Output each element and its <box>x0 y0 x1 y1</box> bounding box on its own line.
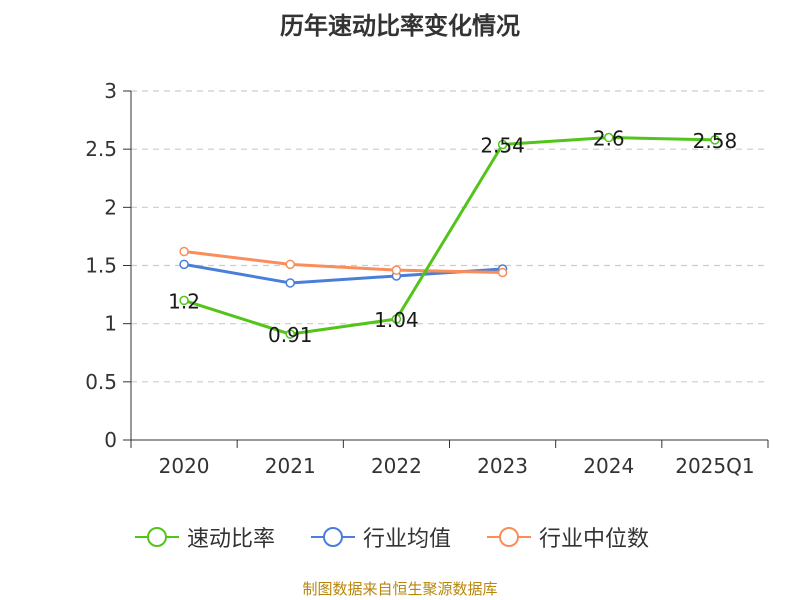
y-tick-label: 0.5 <box>85 370 117 394</box>
legend-line-marker-icon <box>135 527 179 547</box>
data-point <box>710 135 720 145</box>
data-label: 2.58 <box>693 129 738 153</box>
data-label: 1.2 <box>168 289 200 313</box>
y-tick-label: 1 <box>104 312 117 336</box>
data-label: 2.54 <box>480 134 525 158</box>
legend-line-marker-icon <box>487 527 531 547</box>
x-tick-label: 2021 <box>265 454 316 478</box>
data-point <box>497 139 508 150</box>
legend-label: 行业均值 <box>363 527 452 552</box>
legend-line-marker-icon <box>311 527 355 547</box>
legend-label: 行业中位数 <box>539 527 650 552</box>
data-point <box>391 265 402 275</box>
legend-item-industry-median[interactable]: 行业中位数 <box>487 522 649 552</box>
data-point <box>179 295 189 306</box>
x-tick-label: 2025Q1 <box>675 454 754 478</box>
grid-lines <box>131 90 768 383</box>
legend-item-industry-mean[interactable]: 行业均值 <box>311 522 451 552</box>
data-point <box>497 267 508 278</box>
data-point <box>285 278 295 288</box>
chart-title: 历年速动比率变化情况 <box>280 12 520 40</box>
data-point <box>179 246 189 257</box>
data-label: 2.6 <box>593 127 625 151</box>
x-tick-label: 2020 <box>159 454 210 478</box>
legend: 速动比率 行业均值 行业中位数 <box>0 522 800 552</box>
y-tick-label: 1.5 <box>85 254 117 278</box>
data-labels: 1.2 0.91 1.04 2.54 2.6 2.58 <box>168 127 737 348</box>
axes: 0 0.5 1 1.5 2 2.5 3 2020 2021 2022 2023 2024 2025Q1 <box>85 79 769 478</box>
y-tick-label: 2.5 <box>85 137 117 161</box>
source-note: 制图数据来自恒生聚源数据库 <box>302 580 498 598</box>
y-tick-label: 0 <box>104 428 117 452</box>
legend-item-quick-ratio[interactable]: 速动比率 <box>135 522 275 552</box>
data-point <box>391 314 402 324</box>
data-point <box>179 259 189 270</box>
data-label: 1.04 <box>374 308 419 332</box>
x-tick-label: 2023 <box>477 454 528 478</box>
series-line <box>183 250 503 274</box>
data-point <box>285 329 295 339</box>
series-line <box>183 136 715 336</box>
data-label: 0.91 <box>268 323 313 347</box>
series-lines <box>179 132 720 339</box>
data-point <box>604 132 614 143</box>
y-tick-label: 2 <box>104 195 117 219</box>
x-tick-label: 2024 <box>583 454 634 478</box>
data-point <box>285 259 295 270</box>
x-tick-label: 2022 <box>371 454 422 478</box>
y-tick-label: 3 <box>104 79 117 103</box>
legend-label: 速动比率 <box>187 527 276 552</box>
